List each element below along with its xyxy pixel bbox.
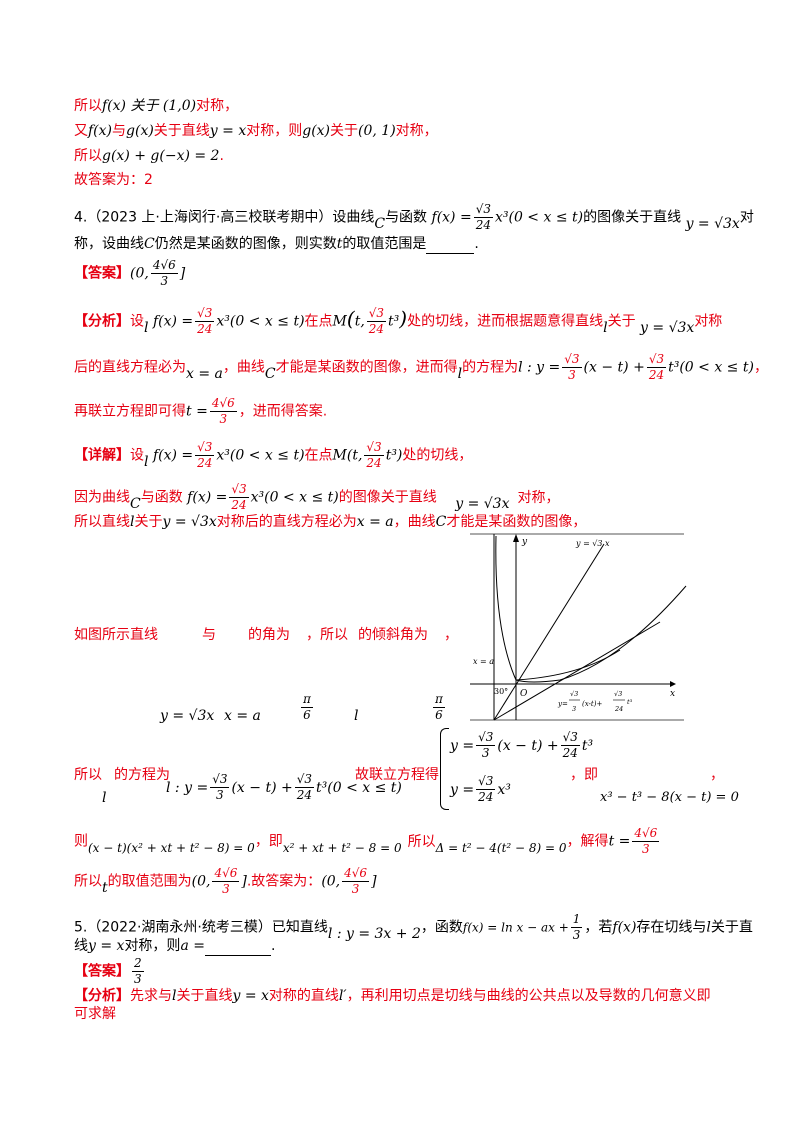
q4-d4-xa: x = a bbox=[224, 708, 261, 724]
q4-analysis-line-2: 后的直线方程必为x = a，曲线C才能是某函数的图像，进而得l的方程为l : y… bbox=[74, 352, 768, 382]
system-eq-1: y = √3 3 (x − t) + √3 24 t³ bbox=[450, 730, 594, 760]
system-brace bbox=[440, 728, 449, 810]
q4-stem-line-2: 称，设曲线C仍然是某函数的图像，则实数t的取值范围是. bbox=[74, 236, 479, 254]
q4-detail-line-4: 如图所示直线与的角为 ，所以 的倾斜角为， bbox=[74, 627, 458, 643]
q4-d4-line: y = √3x bbox=[160, 708, 215, 724]
curve-c bbox=[495, 535, 687, 683]
x-eq-a-label: x = a bbox=[473, 657, 494, 666]
sqrt3x-line bbox=[493, 543, 605, 721]
p3-line-2: 又f(x)与g(x)关于直线y = x对称，则g(x)关于(0, 1)对称， bbox=[74, 123, 438, 139]
p3-answer: 故答案为：2 bbox=[74, 172, 153, 188]
q4-detail-line-6: 则(x − t)(x² + xt + t² − 8) = 0，即x² + xt … bbox=[74, 826, 660, 856]
q4-d5-equation: l : y = √3 3 (x − t) + √3 24 t³(0 < x ≤ t) bbox=[166, 772, 402, 802]
q4-detail-line-1: 【详解】设l f(x) = √3 24 x³(0 < x ≤ t)在点M(t, √3 24… bbox=[74, 440, 473, 470]
tangent-eq-b: (x-t)+ bbox=[582, 700, 602, 708]
q4-stem-line-1: 4.（2023 上·上海闵行·高三校联考期中）设曲线C与函数 f(x) = √3 2… bbox=[74, 202, 754, 232]
q4-answer: 【答案】(0, 4√6 3] bbox=[74, 258, 186, 288]
q4-d5-system-label: 故联立方程得 bbox=[355, 767, 439, 783]
sqrt3x-label: y = √3 x bbox=[575, 539, 610, 548]
p3-line-1: 所以f(x) 关于 (1,0)对称， bbox=[74, 98, 239, 114]
q5-answer-blank bbox=[204, 941, 271, 956]
x-axis-arrow-icon bbox=[670, 681, 676, 687]
q4-d4-l: l bbox=[354, 708, 359, 724]
y-axis-label: y bbox=[521, 537, 528, 547]
tangent-eq-n1: √3 bbox=[570, 690, 578, 698]
q4-d5-ie: ，即 bbox=[570, 767, 598, 783]
y-axis-arrow-icon bbox=[513, 534, 519, 542]
tangent-line-l bbox=[493, 621, 661, 721]
q4-analysis-line-1: 【分析】设l f(x) = √3 24 x³(0 < x ≤ t)在点M(t, √3 24… bbox=[74, 306, 723, 336]
q4-d5-l: l bbox=[102, 790, 107, 806]
q4-detail-line-5: 所以 的方程为 bbox=[74, 767, 170, 783]
q4-cubic: x³ − t³ − 8(x − t) = 0 bbox=[600, 790, 739, 805]
tangent-figure: y x y = √3 x x = a 30° O y= √3 3 (x-t)+ … bbox=[470, 533, 687, 721]
q5-stem-line-1: 5.（2022·湖南永州·统考三模）已知直线l : y = 3x + 2，函数f… bbox=[74, 912, 753, 942]
q4-d5-comma: ， bbox=[710, 767, 724, 783]
curve-f bbox=[515, 649, 621, 681]
q4-detail-line-3: 所以直线l关于y = √3x对称后的直线方程必为x = a，曲线C才能是某函数的… bbox=[74, 514, 587, 530]
q5-stem-line-2: 线y = x对称，则a =. bbox=[74, 938, 276, 956]
q5-analysis-line-2: 可求解 bbox=[74, 1006, 116, 1022]
q4-analysis-line-3: 再联立方程即可得t = 4√6 3 ，进而得答案. bbox=[74, 396, 328, 426]
x-axis-label: x bbox=[670, 689, 675, 699]
tangent-eq-n2: √3 bbox=[614, 690, 622, 698]
q4-detail-line-7: 所以t的取值范围为(0, 4√6 3].故答案为：(0, 4√6 3] bbox=[74, 866, 377, 896]
tangent-eq-a: y= bbox=[557, 700, 568, 708]
system-eq-2: y = √3 24 x³ bbox=[450, 774, 511, 804]
tangent-eq-c: t³ bbox=[627, 698, 633, 706]
angle-label: 30° bbox=[494, 687, 508, 696]
q5-analysis-line-1: 【分析】先求与l关于直线y = x对称的直线l′，再利用切点是切线与曲线的公共点… bbox=[74, 988, 711, 1004]
tangent-eq-d2: 24 bbox=[614, 705, 623, 713]
tangent-eq-d1: 3 bbox=[572, 705, 576, 713]
answer-blank bbox=[426, 239, 475, 254]
q4-detail-line-2: 因为曲线C与函数 f(x) = √3 24 x³(0 < x ≤ t)的图像关于直线 … bbox=[74, 482, 560, 512]
origin-label: O bbox=[520, 689, 528, 699]
p3-line-3: 所以g(x) + g(−x) = 2. bbox=[74, 148, 224, 164]
q5-answer: 【答案】 2 3 bbox=[74, 956, 144, 986]
